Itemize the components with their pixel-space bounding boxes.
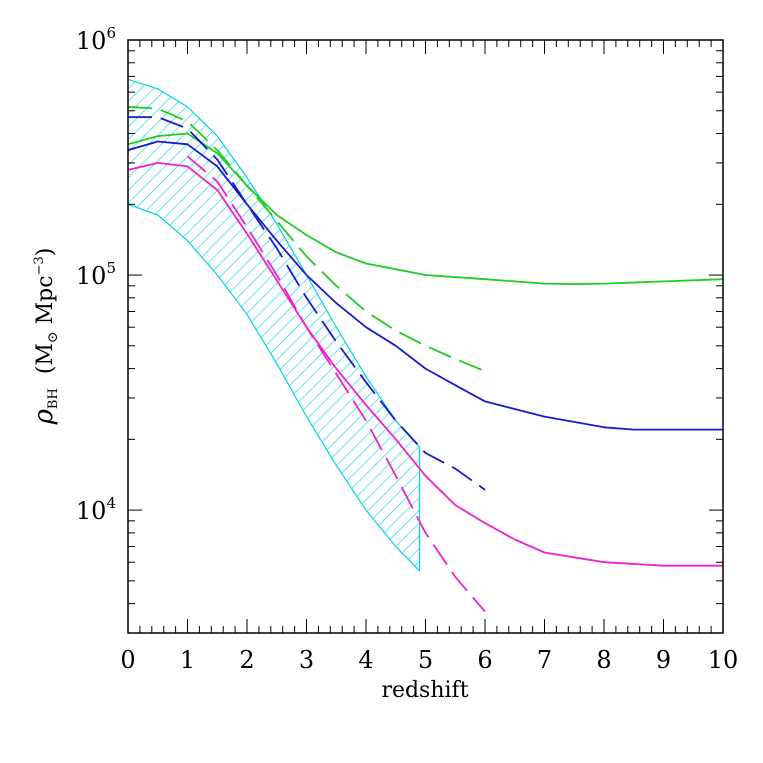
y-axis-unit-mid: Mpc: [33, 275, 58, 331]
x-tick-label: 7: [537, 646, 552, 674]
x-tick-label: 1: [180, 646, 195, 674]
band-upper-edge: [128, 78, 421, 448]
y-tick-label: 104: [76, 494, 116, 525]
y-tick-labels: 104 105 106: [76, 24, 116, 525]
y-axis-subscript: BH: [46, 388, 61, 409]
x-tick-label: 3: [299, 646, 314, 674]
x-tick-label: 8: [596, 646, 611, 674]
x-tick-label: 4: [358, 646, 373, 674]
x-tick-label: 10: [708, 646, 739, 674]
x-tick-label: 6: [477, 646, 492, 674]
series-line-2-dashed: [128, 105, 486, 373]
uncertainty-band: [128, 78, 421, 572]
series-layer: [128, 105, 723, 613]
series-line-5-solid: [128, 162, 723, 567]
x-tick-label: 9: [656, 646, 671, 674]
series-line-4-dashed: [128, 116, 486, 491]
axis-ticks: [127, 39, 724, 634]
series-line-6-dashed: [186, 155, 486, 613]
y-axis-unit-sun: ⊙: [45, 331, 61, 343]
y-axis-unit-exp: −3: [32, 256, 47, 275]
series-line-3-solid: [128, 140, 723, 431]
x-tick-label: 5: [418, 646, 433, 674]
y-tick-label: 106: [76, 24, 116, 55]
x-tick-label: 2: [239, 646, 254, 674]
band-fill: [128, 79, 420, 572]
band-lower-edge: [128, 203, 421, 572]
y-tick-label: 105: [76, 259, 116, 290]
y-axis-unit-close: ): [33, 248, 58, 257]
y-axis-unit-open: (M: [33, 343, 58, 374]
plot-frame: [127, 39, 724, 634]
y-axis-label: ρBH (M⊙ Mpc−3): [29, 248, 61, 426]
y-axis-symbol: ρ: [29, 408, 59, 425]
x-tick-label: 0: [120, 646, 135, 674]
x-axis-label: redshift: [381, 678, 468, 703]
x-tick-labels: 0 1 2 3 4 5 6 7 8 9 10: [120, 646, 738, 674]
